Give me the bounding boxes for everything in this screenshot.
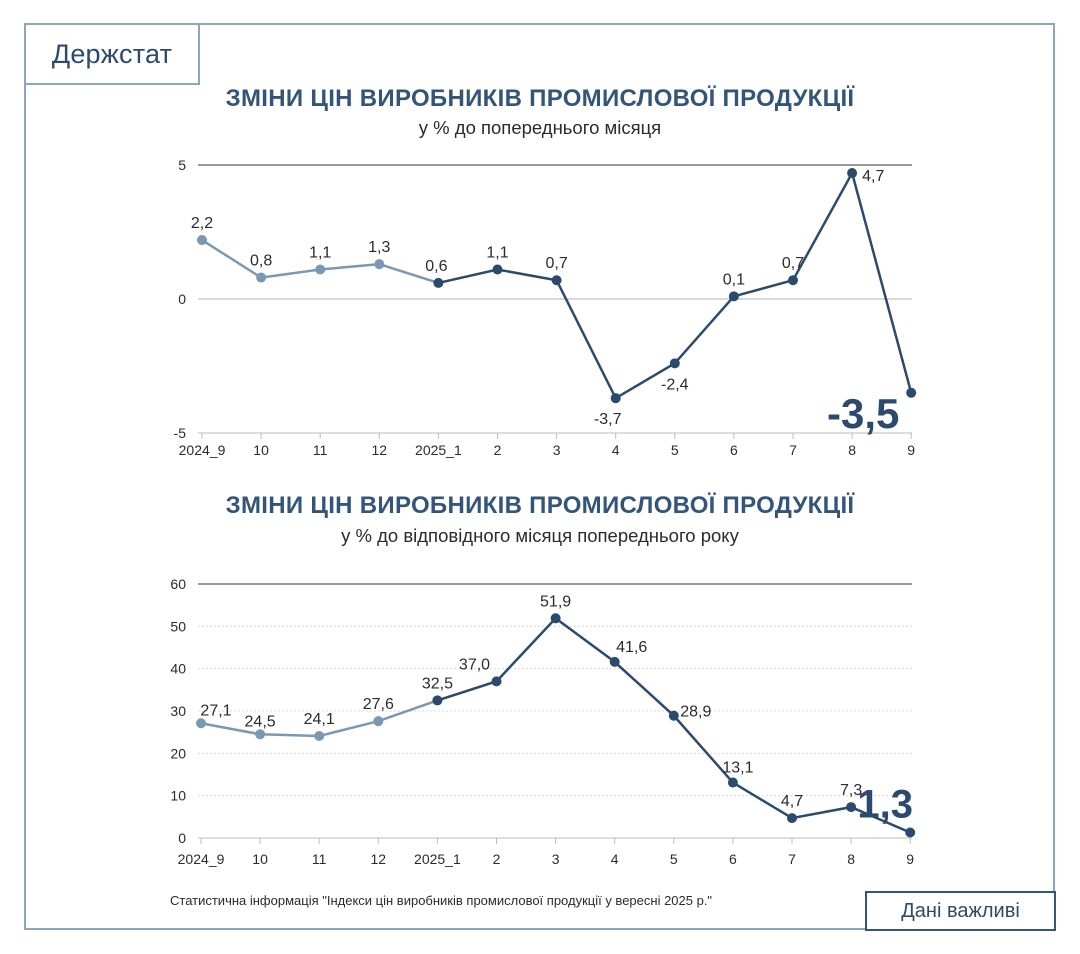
x-tick-label: 7 bbox=[789, 442, 797, 458]
y-tick-label: 10 bbox=[170, 788, 186, 804]
data-label: 4,7 bbox=[862, 168, 884, 185]
data-label: 7,3 bbox=[840, 782, 862, 799]
chart1-title: ЗМІНИ ЦІН ВИРОБНИКІВ ПРОМИСЛОВОЇ ПРОДУКЦ… bbox=[225, 85, 855, 112]
highlight-value-label: 1,3 bbox=[857, 782, 913, 826]
data-point bbox=[256, 272, 267, 283]
data-label: 27,1 bbox=[200, 702, 231, 719]
x-tick-label: 2025_1 bbox=[414, 851, 461, 867]
data-label: -2,4 bbox=[661, 376, 689, 393]
data-point bbox=[905, 827, 916, 838]
y-tick-label: 20 bbox=[170, 745, 186, 761]
data-point bbox=[433, 277, 444, 288]
x-tick-label: 8 bbox=[848, 442, 856, 458]
x-tick-label: 11 bbox=[312, 851, 327, 867]
y-tick-label: -5 bbox=[174, 425, 187, 441]
x-tick-label: 10 bbox=[253, 442, 269, 458]
series-line-2025 bbox=[437, 616, 911, 834]
data-point bbox=[373, 716, 384, 727]
data-label: 0,7 bbox=[545, 255, 567, 272]
data-point bbox=[906, 387, 917, 398]
data-label: 0,6 bbox=[425, 258, 447, 275]
data-point bbox=[669, 358, 680, 369]
x-tick-label: 2025_1 bbox=[415, 442, 462, 458]
y-tick-label: 0 bbox=[178, 830, 186, 846]
y-tick-label: 40 bbox=[170, 661, 186, 677]
y-tick-label: 5 bbox=[178, 157, 186, 173]
data-point bbox=[196, 718, 206, 729]
x-tick-label: 10 bbox=[252, 851, 268, 867]
data-label: 0,1 bbox=[723, 271, 745, 288]
x-tick-label: 12 bbox=[371, 851, 387, 867]
x-tick-label: 2024_9 bbox=[179, 442, 226, 458]
data-point bbox=[728, 291, 739, 302]
data-point bbox=[609, 656, 620, 667]
data-point bbox=[787, 813, 797, 824]
data-point bbox=[315, 264, 326, 275]
x-tick-label: 11 bbox=[313, 442, 328, 458]
x-tick-label: 5 bbox=[670, 851, 678, 867]
data-label: 24,5 bbox=[245, 713, 276, 730]
data-point bbox=[727, 777, 738, 788]
data-point bbox=[610, 393, 621, 404]
x-tick-label: 3 bbox=[552, 851, 560, 867]
y-tick-label: 50 bbox=[170, 618, 186, 634]
highlight-value-label: -3,5 bbox=[827, 390, 899, 437]
data-label: 13,1 bbox=[722, 760, 753, 777]
x-tick-label: 2 bbox=[493, 851, 501, 867]
x-tick-label: 5 bbox=[671, 442, 679, 458]
y-tick-label: 30 bbox=[170, 703, 186, 719]
data-point bbox=[492, 264, 503, 275]
chart2-subtitle: у % до відповідного місяця попереднього … bbox=[341, 525, 739, 546]
data-point bbox=[314, 730, 325, 741]
data-label: 0,7 bbox=[782, 255, 804, 272]
data-label: 28,9 bbox=[680, 704, 711, 721]
data-point bbox=[374, 259, 385, 270]
data-label: 1,1 bbox=[486, 245, 508, 262]
data-point bbox=[432, 695, 443, 706]
data-important-badge[interactable]: Дані важливі bbox=[865, 891, 1056, 931]
data-point bbox=[550, 613, 561, 624]
x-tick-label: 2024_9 bbox=[178, 851, 225, 867]
yearly-change-chart: 60 50 40 30 20 10 0 2024_9 10 11 12 2025_1 2 3 4 5 6 7 8 9 2… bbox=[170, 576, 916, 867]
data-label: 41,6 bbox=[616, 639, 647, 656]
data-label: -3,7 bbox=[594, 411, 622, 428]
x-tick-label: 8 bbox=[847, 851, 855, 867]
x-tick-label: 12 bbox=[372, 442, 388, 458]
data-label: 51,9 bbox=[540, 593, 571, 610]
x-tick-label: 6 bbox=[729, 851, 737, 867]
data-point bbox=[847, 168, 858, 179]
x-tick-label: 3 bbox=[553, 442, 561, 458]
data-point bbox=[788, 275, 798, 286]
data-label: 37,0 bbox=[459, 656, 490, 673]
y-tick-label: 0 bbox=[178, 291, 186, 307]
data-label: 4,7 bbox=[781, 793, 803, 810]
data-point bbox=[255, 729, 266, 740]
source-note: Статистична інформація "Індекси цін виро… bbox=[170, 893, 713, 908]
chart1-subtitle: у % до попереднього місяця bbox=[418, 117, 662, 138]
data-label: 2,2 bbox=[191, 215, 213, 232]
data-point bbox=[197, 235, 207, 246]
data-point bbox=[846, 802, 857, 813]
x-tick-label: 2 bbox=[494, 442, 502, 458]
x-tick-label: 9 bbox=[907, 442, 915, 458]
brand-logo: Держстат bbox=[24, 23, 200, 85]
chart2-title: ЗМІНИ ЦІН ВИРОБНИКІВ ПРОМИСЛОВОЇ ПРОДУКЦ… bbox=[225, 492, 855, 519]
data-label: 1,1 bbox=[309, 245, 331, 262]
data-label: 0,8 bbox=[250, 253, 272, 270]
data-point bbox=[668, 710, 679, 721]
data-point bbox=[551, 275, 562, 286]
y-tick-label: 60 bbox=[170, 576, 186, 592]
x-tick-label: 4 bbox=[611, 851, 619, 867]
data-label: 27,6 bbox=[363, 696, 394, 713]
x-tick-label: 4 bbox=[612, 442, 620, 458]
x-tick-label: 7 bbox=[788, 851, 796, 867]
x-tick-label: 6 bbox=[730, 442, 738, 458]
x-tick-label: 9 bbox=[906, 851, 914, 867]
data-label: 32,5 bbox=[422, 675, 453, 692]
data-label: 1,3 bbox=[368, 239, 390, 256]
data-label: 24,1 bbox=[304, 711, 335, 728]
data-point bbox=[491, 676, 502, 687]
outer-frame bbox=[24, 23, 1055, 930]
